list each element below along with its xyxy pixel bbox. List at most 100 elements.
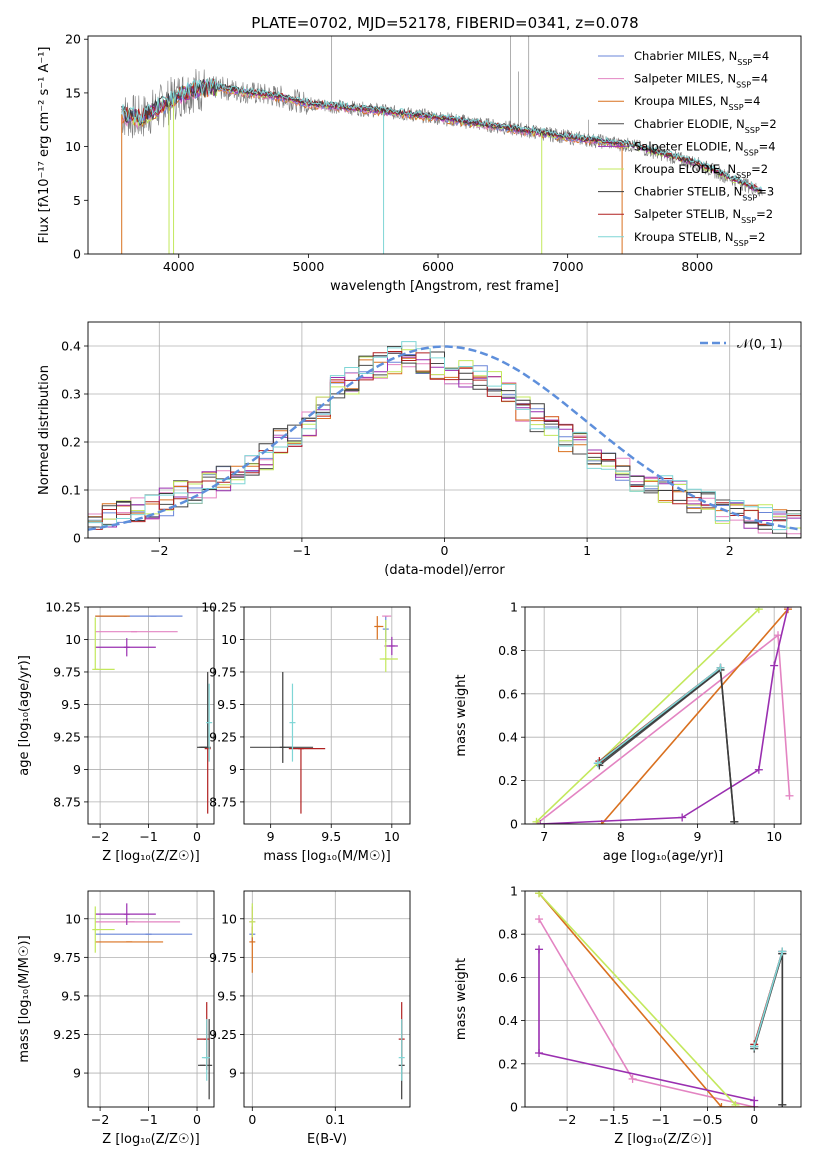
panel-spectrum: 4000 5000 6000 7000 8000 0 5 10 15 20 wavelength [… bbox=[37, 32, 802, 294]
weight-marker-chabrier_stelib bbox=[730, 817, 739, 824]
axes-frame bbox=[87, 321, 802, 539]
y-tick-label: 9.25 bbox=[209, 729, 237, 744]
normal-curve bbox=[88, 345, 801, 531]
y-tick-label: 0 bbox=[73, 531, 81, 546]
x-tick-label: 6000 bbox=[422, 259, 454, 274]
axes-frame bbox=[87, 35, 802, 255]
weight-line-kroupa_elodie bbox=[535, 608, 760, 823]
x-tick-label: −1 bbox=[651, 1112, 669, 1127]
y-tick-label: 0 bbox=[73, 247, 81, 262]
x-axis-label: age [log₁₀(age/yr)] bbox=[603, 849, 724, 864]
y-tick-label: 0.6 bbox=[498, 686, 518, 701]
y-tick-label: 0.1 bbox=[61, 483, 81, 498]
x-axis-label: (data-model)/error bbox=[384, 563, 505, 578]
x-tick-label: 1 bbox=[583, 543, 591, 558]
y-tick-label: 8.75 bbox=[53, 794, 81, 809]
legend-label-salpeter_elodie: Salpeter ELODIE, NSSP=4 bbox=[634, 139, 776, 157]
y-tick-label: 0.6 bbox=[498, 970, 518, 985]
x-tick-label: 4000 bbox=[163, 259, 195, 274]
y-tick-label: 0.2 bbox=[498, 773, 518, 788]
weight-marker-kroupa_stelib bbox=[778, 947, 787, 956]
legend-label-salpeter_stelib: Salpeter STELIB, NSSP=2 bbox=[634, 207, 773, 225]
weight-marker-salpeter_elodie bbox=[535, 1049, 544, 1057]
y-tick-label: 0 bbox=[510, 817, 518, 832]
weight-marker-salpeter_miles bbox=[535, 915, 544, 924]
errorbar-point-salpeter_elodie bbox=[384, 636, 398, 656]
errorbar-point-kroupa_miles bbox=[374, 616, 384, 640]
errorbar-point-salpeter_elodie bbox=[95, 638, 156, 657]
x-tick-label: 0 bbox=[193, 829, 201, 844]
x-tick-label: −2 bbox=[91, 829, 109, 844]
x-tick-label: 5000 bbox=[292, 259, 324, 274]
panel-weight_vs_Z: −2 −1.5 −1 −0.5 0 0 0.2 0.4 0.6 0.8 1 Z [log₁₀(Z/Z☉… bbox=[454, 884, 802, 1147]
histogram-kroupa_elodie bbox=[88, 349, 801, 529]
y-tick-label: 9.75 bbox=[53, 950, 81, 965]
weight-line-salpeter_miles bbox=[536, 633, 791, 824]
y-tick-label: 8.75 bbox=[209, 794, 237, 809]
y-tick-label: 0.3 bbox=[61, 387, 81, 402]
x-tick-label: 0 bbox=[441, 543, 449, 558]
y-axis-label: mass weight bbox=[454, 958, 469, 1040]
y-tick-label: 10 bbox=[65, 139, 81, 154]
weight-line-kroupa_stelib bbox=[753, 951, 784, 1047]
histogram-kroupa_stelib bbox=[88, 341, 801, 531]
errorbar-point-chabrier_stelib bbox=[279, 671, 286, 763]
x-tick-label: −2 bbox=[91, 1112, 109, 1127]
axes-frame bbox=[524, 606, 802, 825]
legend-label-normal: 𝒩(0, 1) bbox=[737, 336, 783, 351]
weight-marker-chabrier_stelib bbox=[778, 1100, 787, 1107]
y-tick-label: 10 bbox=[221, 911, 237, 926]
y-tick-label: 10 bbox=[65, 911, 81, 926]
plot-area bbox=[92, 615, 213, 814]
errorbar-point-salpeter_stelib bbox=[288, 748, 326, 814]
x-tick-label: −2 bbox=[150, 543, 168, 558]
x-axis-label: wavelength [Angstrom, rest frame] bbox=[330, 279, 559, 294]
plot-area bbox=[532, 607, 794, 824]
legend-label-chabrier_elodie: Chabrier ELODIE, NSSP=2 bbox=[634, 117, 777, 135]
y-tick-label: 0.4 bbox=[498, 730, 518, 745]
plot-area bbox=[121, 36, 763, 254]
y-tick-label: 9.75 bbox=[53, 664, 81, 679]
panel-mass_vs_ebv: 0 0.1 9 9.25 9.5 9.75 10 E(B-V) bbox=[209, 890, 411, 1147]
y-tick-label: 9.5 bbox=[217, 988, 237, 1003]
axes-frame bbox=[87, 606, 215, 825]
legend-label-chabrier_miles: Chabrier MILES, NSSP=4 bbox=[634, 49, 769, 67]
y-axis-label: Flux [fλ10⁻¹⁷ erg cm⁻² s⁻¹ A⁻¹] bbox=[37, 47, 52, 244]
panel-residuals: −2 −1 0 1 2 0 0.1 0.2 0.3 0.4 (data-model)/error No… bbox=[37, 321, 802, 578]
y-tick-label: 10.25 bbox=[45, 600, 81, 615]
weight-marker-salpeter_elodie bbox=[535, 945, 544, 954]
y-tick-label: 9 bbox=[73, 762, 81, 777]
histogram-salpeter_stelib bbox=[88, 351, 801, 530]
axes-frame bbox=[243, 890, 411, 1108]
y-tick-label: 15 bbox=[65, 85, 81, 100]
y-tick-label: 5 bbox=[73, 193, 81, 208]
y-axis-label: mass [log₁₀(M/M☉)] bbox=[17, 935, 32, 1062]
y-tick-label: 10 bbox=[65, 632, 81, 647]
y-tick-label: 0.2 bbox=[498, 1056, 518, 1071]
x-tick-label: 9.5 bbox=[321, 829, 341, 844]
figure-title: PLATE=0702, MJD=52178, FIBERID=0341, z=0… bbox=[251, 14, 638, 32]
model-spectrum-kroupa_stelib bbox=[121, 77, 763, 190]
x-tick-label: −2 bbox=[558, 1112, 576, 1127]
weight-marker-salpeter_elodie bbox=[754, 765, 763, 774]
weight-marker-salpeter_elodie bbox=[783, 607, 792, 611]
y-tick-label: 9.25 bbox=[53, 1027, 81, 1042]
weight-marker-salpeter_miles bbox=[785, 791, 794, 800]
y-tick-label: 9.25 bbox=[209, 1027, 237, 1042]
y-tick-label: 9.5 bbox=[61, 697, 81, 712]
y-tick-label: 0.4 bbox=[61, 339, 81, 354]
legend-label-chabrier_stelib: Chabrier STELIB, NSSP=3 bbox=[634, 185, 774, 203]
legend-label-kroupa_stelib: Kroupa STELIB, NSSP=2 bbox=[634, 230, 765, 248]
x-tick-label: −0.5 bbox=[692, 1112, 722, 1127]
plot-area bbox=[535, 891, 787, 1107]
panel-age_vs_Z: −2 −1 0 8.75 9 9.25 9.5 9.75 10 10.25 Z [log₁₀(Z/Z… bbox=[17, 600, 215, 864]
weight-marker-salpeter_elodie bbox=[750, 1103, 759, 1107]
axes-frame bbox=[87, 890, 215, 1108]
x-tick-label: 7 bbox=[540, 829, 548, 844]
x-tick-label: −1 bbox=[293, 543, 311, 558]
x-tick-label: 0 bbox=[248, 1112, 256, 1127]
weight-marker-kroupa_stelib bbox=[593, 759, 602, 768]
plot-area bbox=[250, 615, 398, 814]
weight-marker-salpeter_miles bbox=[628, 1074, 637, 1083]
